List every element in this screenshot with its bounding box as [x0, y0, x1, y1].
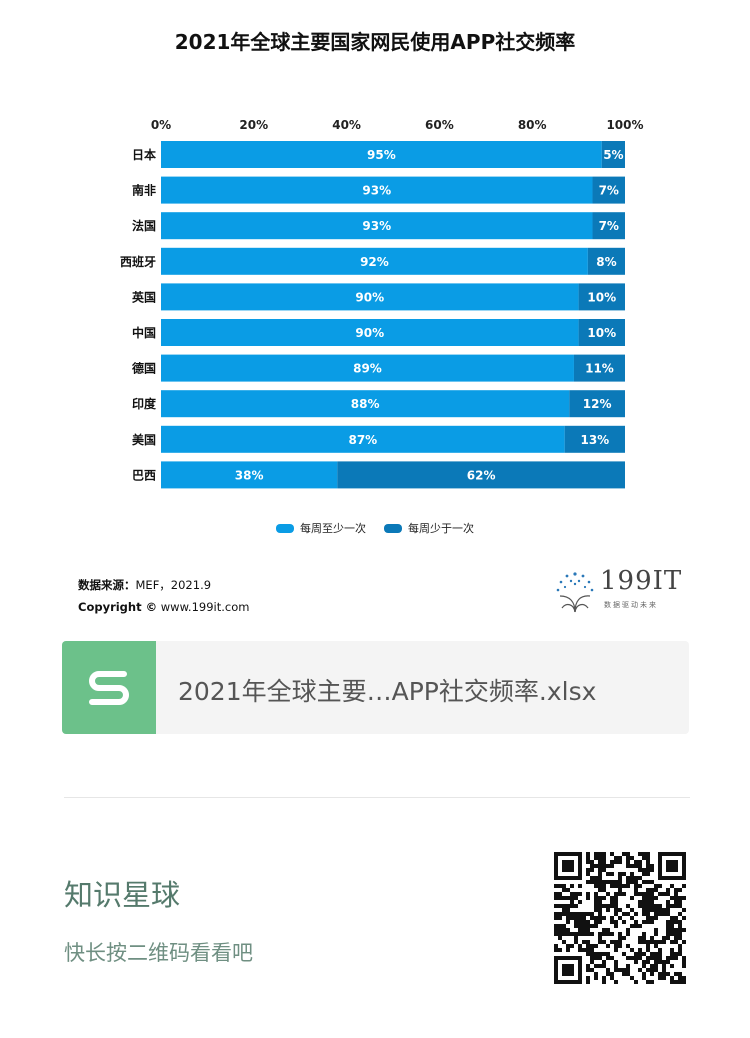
category-label: 巴西	[132, 468, 156, 482]
x-tick-label: 40%	[332, 118, 361, 132]
data-label-weekly: 89%	[353, 362, 382, 376]
category-label: 中国	[132, 325, 156, 340]
data-source-label: 数据来源：	[78, 578, 136, 592]
category-label: 德国	[132, 361, 156, 376]
category-label: 英国	[132, 289, 156, 304]
bar-segment-less-weekly	[569, 390, 625, 418]
x-tick-label: 60%	[425, 118, 454, 132]
legend-swatch-less-weekly	[384, 523, 402, 533]
copyright-value: www.199it.com	[160, 600, 250, 614]
stacked-bar-chart: 0% 20% 40% 60% 80% 100% 日本 95% 5% 南非 93% 7% 法国 93% 7% 西…	[120, 118, 644, 489]
data-label-weekly: 92%	[360, 255, 389, 269]
bar-segment-less-weekly	[337, 461, 625, 489]
category-label: 南非	[132, 183, 156, 198]
data-label-weekly: 88%	[351, 397, 380, 411]
bar-segment-less-weekly	[592, 212, 625, 240]
data-label-less-weekly: 12%	[583, 397, 612, 411]
qr-modules	[554, 852, 686, 984]
knowledge-planet-subtitle: 快长按二维码看看吧	[64, 941, 253, 965]
data-label-less-weekly: 8%	[596, 255, 616, 269]
bar-segment-weekly	[161, 247, 588, 275]
category-label: 美国	[132, 432, 156, 447]
bar-segment-weekly	[161, 390, 570, 418]
bar-segment-less-weekly	[592, 176, 625, 204]
data-source: 数据来源：MEF，2021.9	[78, 574, 249, 596]
data-label-weekly: 87%	[348, 433, 377, 447]
bar-segment-less-weekly	[601, 141, 625, 168]
data-label-weekly: 93%	[362, 184, 391, 198]
data-label-less-weekly: 10%	[587, 290, 616, 304]
data-label-weekly: 95%	[367, 148, 396, 162]
spreadsheet-s-icon	[62, 641, 156, 734]
data-label-less-weekly: 62%	[467, 468, 496, 482]
category-label: 西班牙	[120, 254, 156, 269]
bar-segment-weekly	[161, 176, 593, 204]
data-label-weekly: 38%	[235, 468, 264, 482]
data-label-weekly: 90%	[355, 290, 384, 304]
x-tick-label: 100%	[606, 118, 643, 132]
bar-segment-less-weekly	[564, 425, 625, 453]
bar-segment-weekly	[161, 283, 579, 311]
category-label: 法国	[132, 218, 156, 233]
brand-tagline: 数据驱动未来	[604, 601, 658, 609]
data-label-less-weekly: 5%	[603, 148, 623, 162]
bar-segment-weekly	[161, 212, 593, 240]
file-name: 2021年全球主要…APP社交频率.xlsx	[178, 677, 597, 706]
legend-item-less-weekly: 每周少于一次	[384, 520, 474, 536]
category-label: 日本	[132, 147, 156, 162]
data-source-value: MEF，2021.9	[135, 578, 212, 592]
copyright-label: Copyright ©	[78, 600, 158, 614]
data-label-less-weekly: 7%	[599, 184, 619, 198]
divider	[64, 797, 690, 798]
brand-name: 199IT	[600, 566, 683, 596]
bar-segment-less-weekly	[578, 319, 625, 346]
bar-segment-less-weekly	[587, 247, 625, 275]
file-attachment-card[interactable]: 2021年全球主要…APP社交频率.xlsx	[62, 641, 689, 734]
bar-segment-weekly	[161, 354, 574, 382]
bar-segment-weekly	[161, 141, 602, 168]
chart-title: 2021年全球主要国家网民使用APP社交频率	[174, 30, 576, 54]
bar-segment-weekly	[161, 425, 565, 453]
qr-code-icon[interactable]	[554, 852, 686, 984]
legend-swatch-weekly	[276, 523, 294, 533]
brand-logo: 199IT 数据驱动未来	[552, 566, 682, 616]
x-tick-label: 0%	[151, 118, 171, 132]
copyright: Copyright © www.199it.com	[78, 596, 249, 618]
legend-label-weekly: 每周至少一次	[300, 522, 366, 535]
bar-segment-weekly	[161, 319, 579, 346]
knowledge-planet-title: 知识星球	[64, 878, 181, 912]
category-label: 印度	[132, 396, 157, 411]
source-block: 数据来源：MEF，2021.9 Copyright © www.199it.co…	[78, 574, 249, 618]
bar-segment-weekly	[161, 461, 338, 489]
data-label-weekly: 90%	[355, 326, 384, 340]
data-label-weekly: 93%	[362, 219, 391, 233]
bar-segment-less-weekly	[573, 354, 625, 382]
bar-segment-less-weekly	[578, 283, 625, 311]
legend-item-weekly: 每周至少一次	[276, 520, 366, 536]
x-tick-label: 20%	[239, 118, 268, 132]
data-label-less-weekly: 11%	[585, 362, 614, 376]
dandelion-logo-icon	[556, 572, 594, 613]
data-label-less-weekly: 7%	[599, 219, 619, 233]
legend-label-less-weekly: 每周少于一次	[408, 522, 474, 535]
chart-legend: 每周至少一次 每周少于一次	[0, 520, 750, 536]
x-tick-label: 80%	[518, 118, 547, 132]
data-label-less-weekly: 13%	[580, 433, 609, 447]
data-label-less-weekly: 10%	[587, 326, 616, 340]
